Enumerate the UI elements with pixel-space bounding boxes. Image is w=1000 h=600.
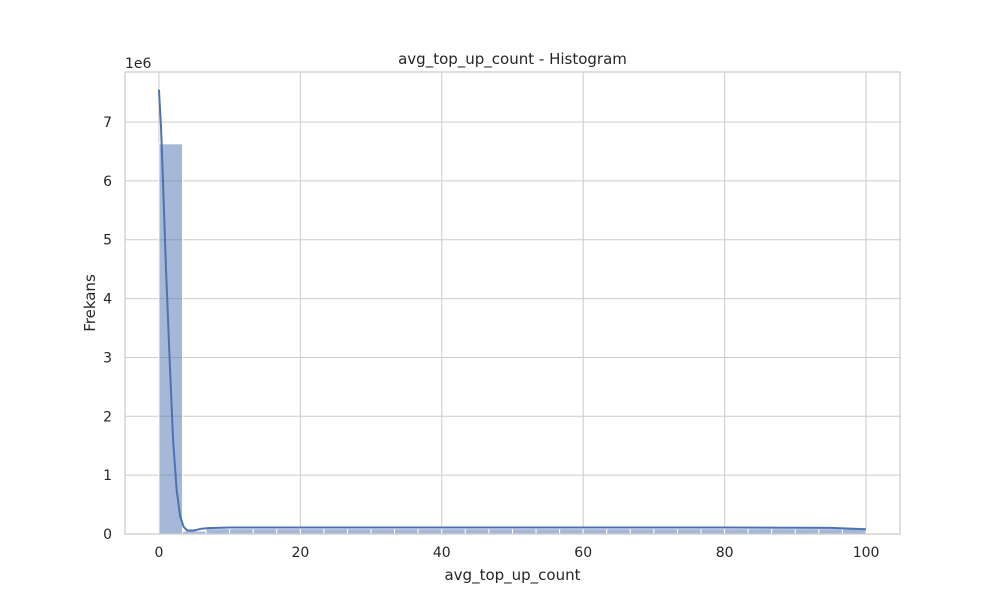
histogram-bar bbox=[417, 528, 443, 535]
histogram-bar bbox=[771, 528, 796, 535]
y-tick-label: 7 bbox=[103, 115, 112, 131]
x-tick-label: 60 bbox=[574, 545, 592, 561]
y-tick-label: 0 bbox=[103, 527, 112, 543]
x-tick-label: 100 bbox=[853, 545, 880, 561]
histogram-bar bbox=[724, 528, 749, 535]
x-tick-label: 20 bbox=[291, 545, 309, 561]
histogram-bar bbox=[629, 528, 655, 535]
chart-title: avg_top_up_count - Histogram bbox=[398, 50, 627, 69]
histogram-bar bbox=[676, 528, 702, 535]
kde-curve bbox=[157, 89, 867, 532]
histogram-bar bbox=[559, 528, 584, 535]
x-axis-ticks: 0 20 40 60 80 100 bbox=[154, 545, 879, 561]
histogram-bar bbox=[700, 528, 726, 535]
histogram-bar bbox=[464, 528, 490, 535]
histogram-bar bbox=[606, 528, 631, 535]
x-tick-label: 40 bbox=[433, 545, 451, 561]
histogram-bar bbox=[441, 528, 466, 535]
histogram-bar bbox=[794, 528, 820, 535]
histogram-bar bbox=[229, 528, 254, 535]
y-tick-label: 4 bbox=[103, 292, 112, 308]
histogram-bar bbox=[299, 528, 325, 535]
y-tick-label: 6 bbox=[103, 174, 112, 190]
x-tick-label: 80 bbox=[716, 545, 734, 561]
histogram-bar bbox=[535, 528, 561, 535]
histogram-bar bbox=[747, 528, 773, 535]
y-tick-label: 1 bbox=[103, 468, 112, 484]
histogram-bar bbox=[488, 528, 513, 535]
histogram-bar bbox=[252, 528, 278, 535]
y-axis-ticks: 0 1 2 3 4 5 6 7 bbox=[103, 115, 112, 543]
grid bbox=[125, 72, 900, 535]
histogram-bar bbox=[394, 528, 419, 535]
plot-frame bbox=[124, 71, 901, 535]
histogram-bar bbox=[205, 528, 231, 535]
histogram-bar bbox=[323, 528, 348, 535]
y-scale-multiplier: 1e6 bbox=[125, 56, 152, 72]
histogram-bar bbox=[370, 528, 396, 535]
x-axis-label: avg_top_up_count bbox=[444, 566, 580, 585]
x-tick-label: 0 bbox=[154, 545, 163, 561]
histogram-bar bbox=[582, 528, 608, 535]
y-axis-label: Frekans bbox=[81, 274, 99, 332]
histogram-bar bbox=[346, 528, 372, 535]
y-tick-label: 5 bbox=[103, 233, 112, 249]
y-tick-label: 3 bbox=[103, 350, 112, 366]
histogram-bar bbox=[158, 143, 184, 535]
histogram-bar bbox=[276, 528, 301, 535]
histogram-bar bbox=[653, 528, 678, 535]
histogram-bar bbox=[511, 528, 537, 535]
y-tick-label: 2 bbox=[103, 409, 112, 425]
histogram-bar bbox=[818, 528, 843, 535]
